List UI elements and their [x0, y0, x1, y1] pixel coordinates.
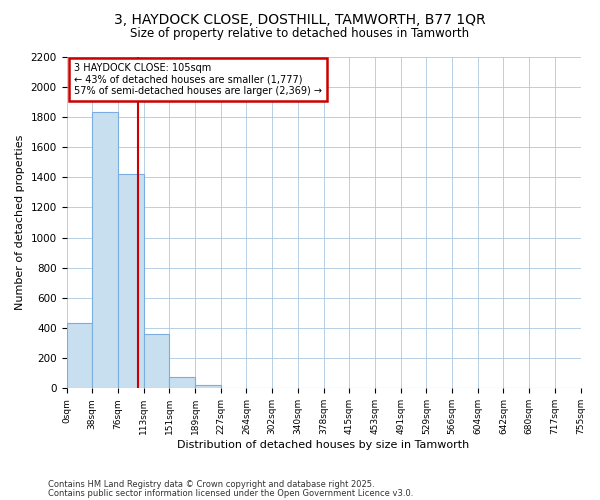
Bar	[67, 324, 92, 388]
Bar	[169, 377, 195, 388]
Bar	[92, 112, 118, 388]
Bar	[143, 334, 169, 388]
Text: Contains HM Land Registry data © Crown copyright and database right 2025.: Contains HM Land Registry data © Crown c…	[48, 480, 374, 489]
Text: Contains public sector information licensed under the Open Government Licence v3: Contains public sector information licen…	[48, 488, 413, 498]
Y-axis label: Number of detached properties: Number of detached properties	[15, 134, 25, 310]
Text: 3, HAYDOCK CLOSE, DOSTHILL, TAMWORTH, B77 1QR: 3, HAYDOCK CLOSE, DOSTHILL, TAMWORTH, B7…	[114, 12, 486, 26]
Bar	[118, 174, 143, 388]
Text: 3 HAYDOCK CLOSE: 105sqm
← 43% of detached houses are smaller (1,777)
57% of semi: 3 HAYDOCK CLOSE: 105sqm ← 43% of detache…	[74, 64, 322, 96]
Bar	[195, 384, 221, 388]
Text: Size of property relative to detached houses in Tamworth: Size of property relative to detached ho…	[130, 28, 470, 40]
X-axis label: Distribution of detached houses by size in Tamworth: Distribution of detached houses by size …	[178, 440, 470, 450]
